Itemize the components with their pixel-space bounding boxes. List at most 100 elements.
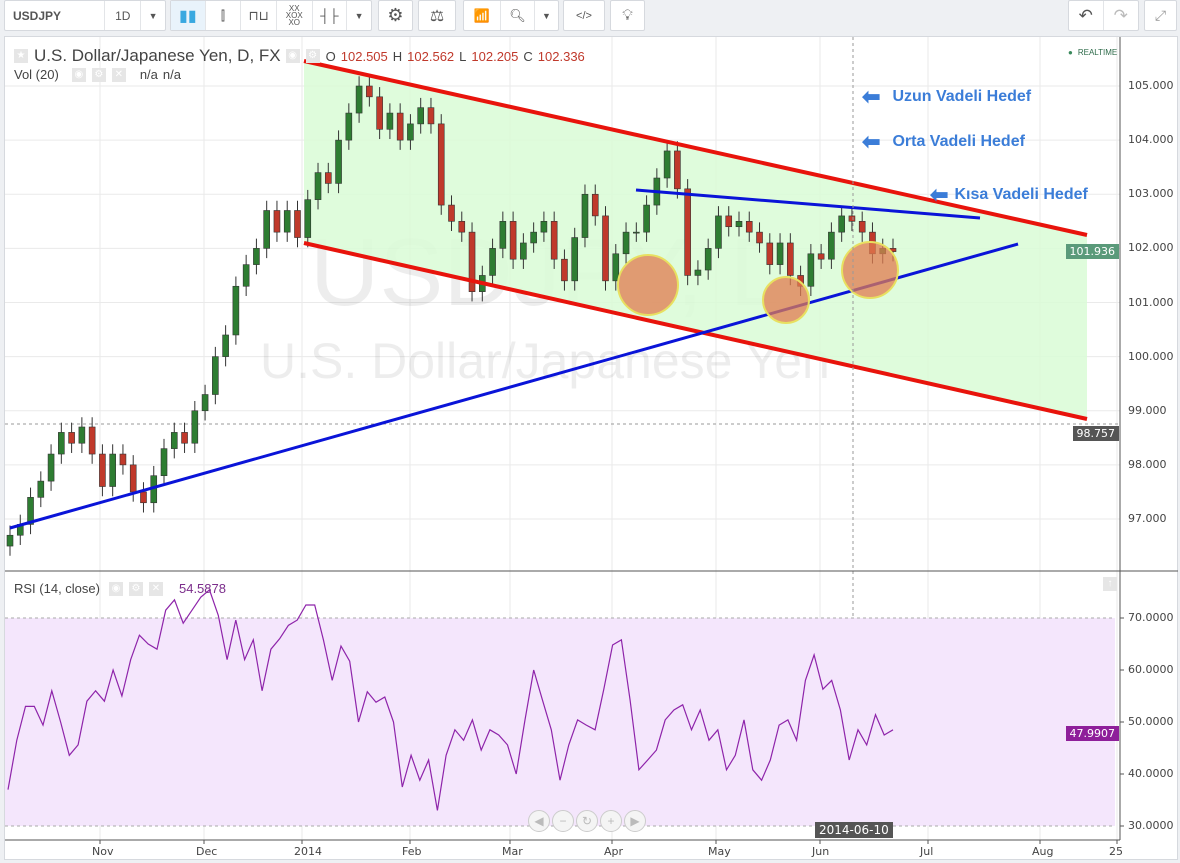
rsi-line xyxy=(7,588,894,811)
symbol-toolbar-group: USDJPY 1D ▼ xyxy=(4,0,166,31)
candle-down xyxy=(550,221,558,260)
eye-icon[interactable]: ◉ xyxy=(285,49,300,63)
candles-icon: ▮▮ xyxy=(179,7,197,25)
zoom-in-button[interactable]: + xyxy=(600,810,622,832)
undo-icon: ↶ xyxy=(1078,5,1093,25)
arrow-left-icon: ⬅ xyxy=(862,129,881,154)
annotation-text: Kısa Vadeli Hedef xyxy=(954,186,1088,203)
bars-button[interactable]: ┤├ xyxy=(313,1,348,30)
y-tick-label: 104.000 xyxy=(1128,133,1174,147)
x-tick-label: Mar xyxy=(502,845,523,858)
close-icon[interactable]: ✕ xyxy=(111,67,126,82)
volume-ma-value: n/a xyxy=(162,67,181,82)
indicators-dropdown[interactable]: ▼ xyxy=(535,1,558,30)
eye-icon[interactable]: ◉ xyxy=(108,581,123,596)
favorite-star-icon[interactable]: ★ xyxy=(14,49,28,63)
y-tick-label: 97.000 xyxy=(1128,512,1167,525)
arrow-up-icon: ↑ xyxy=(1107,578,1113,589)
zoom-out-button[interactable]: − xyxy=(552,810,574,832)
candle-up xyxy=(201,394,209,412)
last-price-tag: 101.936 xyxy=(1065,244,1119,259)
indicators-icon: 📶 xyxy=(473,7,491,23)
candle-up xyxy=(253,248,260,265)
eye-icon[interactable]: ◉ xyxy=(71,67,86,82)
search-button[interactable]: 🔍︎ xyxy=(501,1,535,30)
candle-up xyxy=(807,253,815,287)
realtime-label: REALTIME xyxy=(1077,48,1118,57)
candle-down xyxy=(848,215,856,222)
embed-button[interactable]: </> xyxy=(564,1,604,30)
gear-icon[interactable]: ⚙ xyxy=(128,581,143,596)
interval-dropdown[interactable]: ▼ xyxy=(141,1,165,30)
rsi-band xyxy=(5,618,1115,826)
undo-button[interactable]: ↶ xyxy=(1069,1,1104,30)
redo-button[interactable]: ↷ xyxy=(1104,1,1139,30)
reset-button[interactable]: ↻ xyxy=(576,810,598,832)
close-label: C xyxy=(523,48,533,64)
candle-down xyxy=(745,221,753,233)
candle-up xyxy=(622,231,630,255)
candle-up xyxy=(109,453,116,487)
symbol-input[interactable]: USDJPY xyxy=(5,1,106,30)
ideas-button[interactable]: 💡︎ xyxy=(611,1,644,30)
line-break-icon: ⊓⊔ xyxy=(248,7,269,23)
candle-up xyxy=(489,248,496,276)
gear-icon[interactable]: ⚙ xyxy=(305,49,320,63)
y-tick-label: 101.000 xyxy=(1128,295,1174,309)
arrow-left-icon: ⬅ xyxy=(862,84,881,109)
candle-up xyxy=(170,432,178,449)
low-label: L xyxy=(459,48,467,64)
gear-icon: ⚙ xyxy=(387,5,404,25)
chevron-down-icon: ▼ xyxy=(148,10,158,21)
y-tick-label: 99.000 xyxy=(1128,403,1167,417)
compare-button[interactable]: ⚖ xyxy=(419,1,455,30)
x-tick-label: May xyxy=(708,845,731,858)
fullscreen-icon: ⤢ xyxy=(1154,7,1167,23)
embed-code-icon: </> xyxy=(576,9,592,22)
gear-icon[interactable]: ⚙ xyxy=(91,67,106,82)
settings-button[interactable]: ⚙ xyxy=(379,1,412,30)
scroll-right-button[interactable]: ▶ xyxy=(624,810,646,832)
chart-style-group: ▮▮ ⫿ ⊓⊔ XX XOX XO ┤├ ▼ xyxy=(170,0,372,31)
x-tick-label: 25 xyxy=(1109,845,1123,858)
interval-button[interactable]: 1D xyxy=(105,1,142,30)
rsi-y-tick-label: 70.0000 xyxy=(1128,611,1174,624)
candle-down xyxy=(858,221,866,233)
candle-up xyxy=(776,242,784,265)
line-break-button[interactable]: ⊓⊔ xyxy=(241,1,277,30)
annotation-text: Orta Vadeli Hedef xyxy=(892,133,1025,150)
candles-button[interactable]: ▮▮ xyxy=(171,1,206,30)
candle-down xyxy=(181,432,188,444)
rsi-y-tick-label: 30.0000 xyxy=(1128,819,1174,832)
open-label: O xyxy=(325,48,336,64)
chart-style-dropdown[interactable]: ▼ xyxy=(347,1,371,30)
close-icon[interactable]: ✕ xyxy=(148,581,163,596)
candle-up xyxy=(643,204,650,233)
realtime-indicator: ● REALTIME xyxy=(1068,48,1117,57)
hollow-candles-icon: ⫿ xyxy=(220,7,226,23)
point-figure-button[interactable]: XX XOX XO xyxy=(277,1,313,30)
candle-down xyxy=(376,96,383,130)
indicators-button[interactable]: 📶 xyxy=(464,1,501,30)
support-circle xyxy=(841,241,899,299)
hollow-candles-button[interactable]: ⫿ xyxy=(206,1,242,30)
scroll-left-button[interactable]: ◀ xyxy=(528,810,550,832)
candle-up xyxy=(232,285,240,336)
candle-up xyxy=(222,334,229,357)
resistance-trendline xyxy=(635,188,981,220)
fullscreen-button[interactable]: ⤢ xyxy=(1145,1,1176,30)
candle-up xyxy=(160,448,168,477)
candle-up xyxy=(704,248,712,271)
candle-up xyxy=(530,231,537,244)
pane-maximize-button[interactable]: ↑ xyxy=(1103,577,1117,591)
candle-up xyxy=(335,139,342,184)
candle-down xyxy=(448,204,455,222)
candle-down xyxy=(88,426,96,455)
candle-down xyxy=(437,123,445,206)
candle-up xyxy=(581,193,589,238)
candle-up xyxy=(715,215,722,249)
ideas-group: 💡︎ xyxy=(610,0,645,31)
y-tick-label: 100.000 xyxy=(1128,349,1174,363)
candle-up xyxy=(417,107,424,125)
